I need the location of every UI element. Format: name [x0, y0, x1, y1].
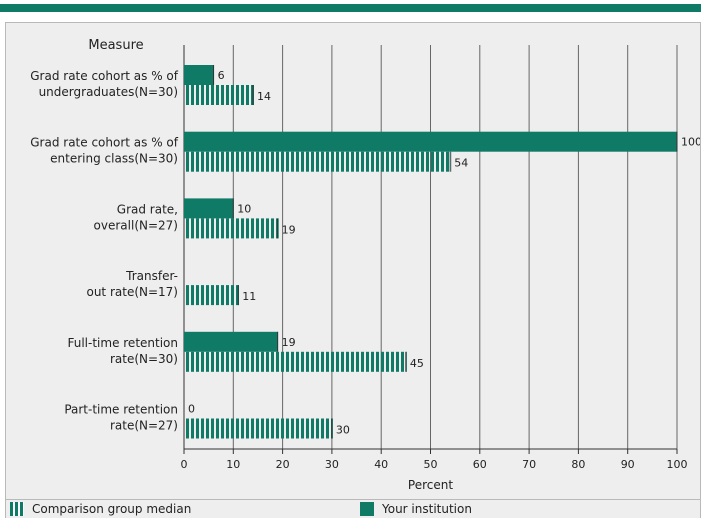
institution-bar-1 [184, 131, 677, 152]
institution-value-label-5: 0 [188, 403, 195, 416]
category-axis-title: Measure [88, 38, 143, 53]
category-label-0-line2: undergraduates(N=30) [39, 85, 178, 99]
legend-label-comparison: Comparison group median [32, 502, 192, 516]
comparison-value-label-1: 54 [454, 157, 468, 170]
category-label-3-line2: out rate(N=17) [86, 285, 178, 299]
comparison-bar-4 [185, 351, 407, 372]
x-tick-label-30: 30 [325, 458, 339, 471]
comparison-value-label-2: 19 [282, 223, 296, 236]
header-accent-bar [0, 4, 701, 12]
comparison-value-label-0: 14 [257, 90, 271, 103]
category-label-3-line1: Transfer- [125, 269, 178, 283]
x-tick-label-40: 40 [374, 458, 388, 471]
category-label-1-line2: entering class(N=30) [50, 152, 178, 166]
x-tick-label-70: 70 [522, 458, 536, 471]
x-tick-label-50: 50 [424, 458, 438, 471]
category-label-2-line1: Grad rate, [117, 202, 178, 216]
category-label-4-line1: Full-time retention [67, 336, 178, 350]
comparison-bar-5 [185, 418, 333, 439]
comparison-bar-3 [185, 285, 240, 306]
category-label-2-line2: overall(N=27) [94, 218, 178, 232]
institution-value-label-1: 100 [681, 136, 700, 149]
chart-frame: 0 10 20 30 40 50 60 70 80 90 100 Percent Measure Grad… [5, 22, 701, 500]
category-label-0-line1: Grad rate cohort as % of [30, 69, 179, 83]
comparison-value-label-5: 30 [336, 424, 350, 437]
comparison-bar-0 [185, 85, 255, 105]
institution-value-label-0: 6 [218, 69, 225, 82]
institution-bar-4 [184, 331, 278, 352]
category-label-5-line1: Part-time retention [64, 403, 178, 417]
comparison-value-label-3: 11 [242, 290, 256, 303]
legend-item-comparison: Comparison group median [10, 502, 191, 516]
legend-item-institution: Your institution [360, 502, 472, 516]
legend-label-institution: Your institution [382, 502, 472, 516]
x-tick-label-0: 0 [181, 458, 188, 471]
x-tick-label-20: 20 [276, 458, 290, 471]
institution-bar-2 [184, 198, 234, 219]
category-label-5-line2: rate(N=27) [110, 419, 178, 433]
category-label-4-line2: rate(N=30) [110, 352, 178, 366]
chart-legend: Comparison group median Your institution [5, 500, 701, 518]
x-axis-title: Percent [408, 478, 453, 492]
comparison-swatch-icon [10, 502, 24, 516]
comparison-bar-1 [185, 151, 452, 172]
category-label-1-line1: Grad rate cohort as % of [30, 136, 179, 150]
x-tick-label-80: 80 [571, 458, 585, 471]
comparison-value-label-4: 45 [410, 357, 424, 370]
institution-bar-0 [184, 65, 214, 85]
x-tick-label-100: 100 [667, 458, 688, 471]
institution-swatch-icon [360, 502, 374, 516]
institution-value-label-2: 10 [237, 202, 251, 215]
x-tick-label-90: 90 [621, 458, 635, 471]
x-tick-label-60: 60 [473, 458, 487, 471]
institution-value-label-4: 19 [282, 336, 296, 349]
bar-chart: 0 10 20 30 40 50 60 70 80 90 100PercentMeasureGrad… [30, 38, 700, 492]
x-tick-label-10: 10 [226, 458, 240, 471]
comparison-bar-2 [185, 218, 279, 239]
